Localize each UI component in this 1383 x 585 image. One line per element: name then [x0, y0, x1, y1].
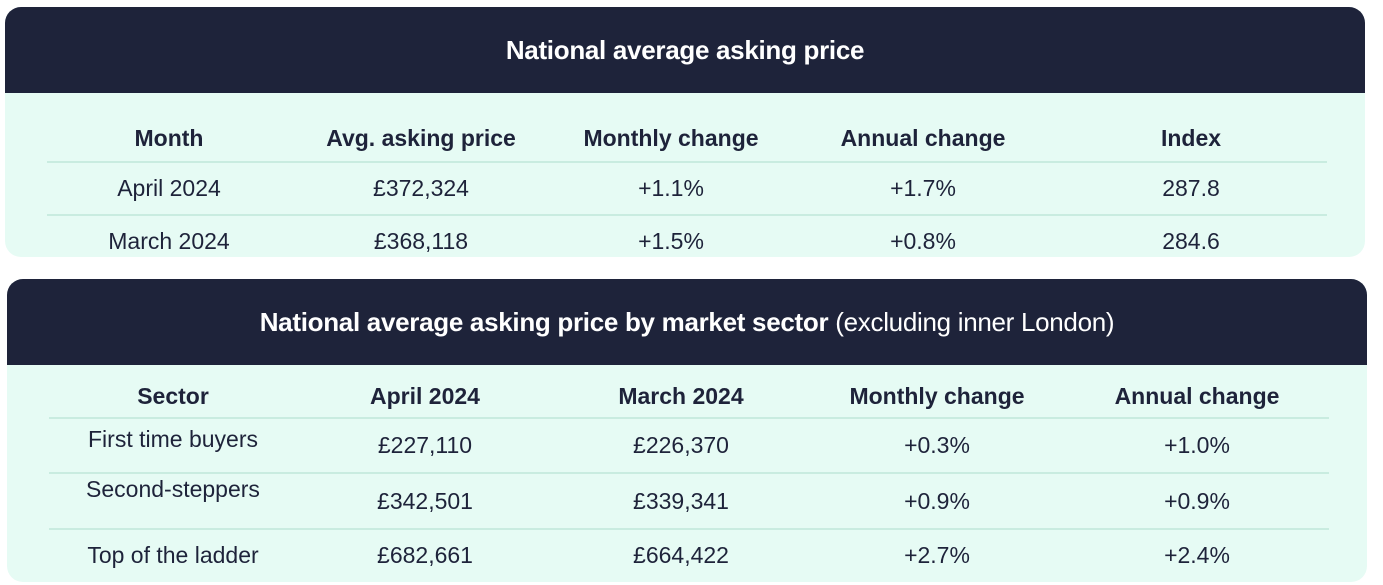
cell-march-2024: £664,422 — [633, 542, 729, 568]
table-title-bar: National average asking price by market … — [7, 279, 1367, 365]
cell-monthly-change: +0.9% — [809, 473, 1065, 530]
header-row: Month Avg. asking price Monthly change A… — [47, 115, 1327, 163]
table-row: Top of the ladder £682,661 £664,422 +2.7… — [49, 529, 1329, 581]
cell-march-2024: £226,370 — [553, 418, 809, 474]
table-title: National average asking price — [505, 34, 865, 65]
table-row: Second-steppers £342,501 £339,341 +0.9% … — [49, 473, 1329, 530]
column-header-annual-change: Annual change — [1065, 375, 1329, 419]
national-average-table-card: National average asking price Month Avg.… — [5, 7, 1365, 257]
table-title: National average asking price by market … — [259, 306, 829, 337]
cell-avg-asking-price: £372,324 — [291, 162, 551, 216]
table-row: April 2024 £372,324 +1.1% +1.7% 287.8 — [47, 162, 1327, 216]
cell-april-2024: £342,501 — [297, 473, 553, 530]
cell-annual-change: +2.4% — [1164, 542, 1230, 568]
column-header-avg-asking-price: Avg. asking price — [291, 115, 551, 163]
column-header-month: Month — [47, 115, 291, 163]
cell-monthly-change: +0.3% — [809, 418, 1065, 474]
cell-index: 287.8 — [1055, 162, 1327, 216]
column-header-index: Index — [1055, 115, 1327, 163]
cell-month: April 2024 — [47, 162, 291, 216]
cell-monthly-change: +1.1% — [551, 162, 791, 216]
market-sector-table-card: National average asking price by market … — [7, 279, 1367, 582]
column-header-march-2024: March 2024 — [553, 375, 809, 419]
column-header-sector: Sector — [49, 375, 297, 419]
cell-sector: Second-steppers — [49, 473, 297, 530]
column-header-monthly-change: Monthly change — [809, 375, 1065, 419]
cell-annual-change: +0.8% — [890, 228, 956, 254]
cell-month: March 2024 — [108, 228, 230, 254]
market-sector-table: Sector April 2024 March 2024 Monthly cha… — [49, 375, 1329, 581]
table-subtitle: (excluding inner London) — [835, 306, 1115, 337]
cell-index: 284.6 — [1162, 228, 1220, 254]
cell-april-2024: £682,661 — [377, 542, 473, 568]
cell-monthly-change: +1.5% — [638, 228, 704, 254]
table-row: First time buyers £227,110 £226,370 +0.3… — [49, 418, 1329, 474]
sector-label: Second-steppers — [86, 475, 260, 502]
cell-monthly-change: +2.7% — [904, 542, 970, 568]
cell-annual-change: +0.9% — [1065, 473, 1329, 530]
cell-sector: First time buyers — [49, 418, 297, 474]
cell-march-2024: £339,341 — [553, 473, 809, 530]
column-header-annual-change: Annual change — [791, 115, 1055, 163]
sector-label: First time buyers — [88, 426, 258, 452]
cell-april-2024: £227,110 — [297, 418, 553, 474]
cell-sector: Top of the ladder — [87, 542, 259, 568]
column-header-april-2024: April 2024 — [297, 375, 553, 419]
national-average-table: Month Avg. asking price Monthly change A… — [47, 115, 1327, 257]
cell-annual-change: +1.7% — [791, 162, 1055, 216]
header-row: Sector April 2024 March 2024 Monthly cha… — [49, 375, 1329, 419]
table-title-bar: National average asking price — [5, 7, 1365, 93]
cell-avg-asking-price: £368,118 — [373, 228, 469, 254]
cell-annual-change: +1.0% — [1065, 418, 1329, 474]
table-row: March 2024 £368,118 +1.5% +0.8% 284.6 — [47, 215, 1327, 257]
column-header-monthly-change: Monthly change — [551, 115, 791, 163]
